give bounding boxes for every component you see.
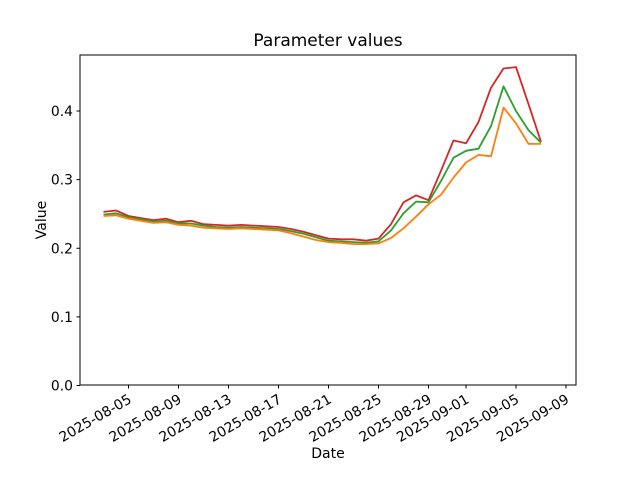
- series-green-line: [103, 85, 542, 244]
- y-tick-label: 0.4: [51, 104, 73, 120]
- y-axis-label: Value: [34, 201, 50, 239]
- chart-title: Parameter values: [253, 31, 402, 51]
- x-axis-label: Date: [311, 446, 344, 462]
- y-tick-label: 0.1: [51, 310, 73, 326]
- y-tick-label: 0.3: [51, 173, 73, 189]
- series-lines: [103, 66, 542, 246]
- x-axis-ticks: 2025-08-052025-08-092025-08-132025-08-17…: [57, 385, 572, 446]
- y-tick-label: 0.2: [51, 241, 73, 257]
- series-orange-line: [103, 106, 541, 246]
- y-tick-label: 0.0: [51, 379, 73, 395]
- series-red-line: [103, 66, 542, 242]
- y-axis-ticks: 0.0 0.1 0.2 0.3 0.4: [51, 104, 80, 395]
